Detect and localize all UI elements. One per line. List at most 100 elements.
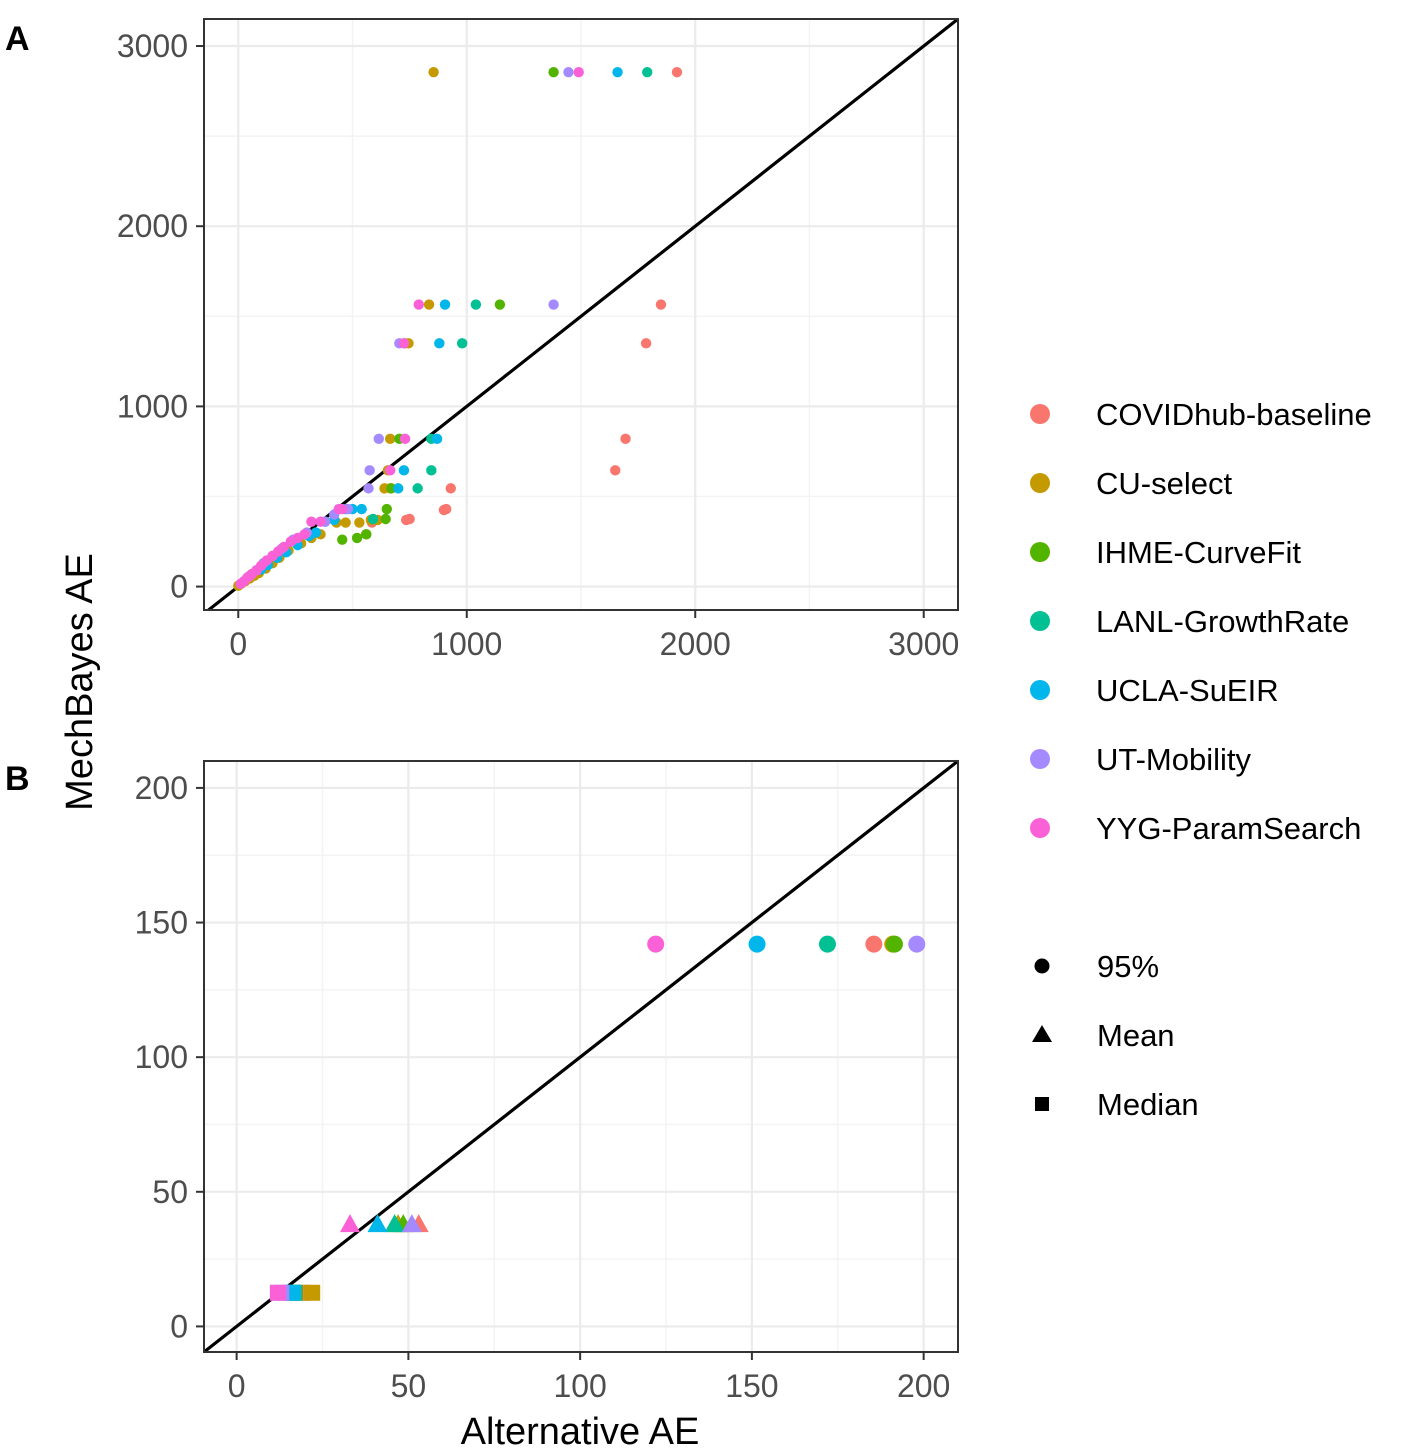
legend-label: Mean	[1097, 1018, 1175, 1053]
data-point	[610, 465, 621, 476]
median-point	[285, 1284, 302, 1301]
data-point	[412, 483, 423, 494]
x-tick-label: 200	[897, 1368, 950, 1404]
legend-label: UT-Mobility	[1096, 742, 1252, 777]
data-point	[385, 433, 396, 445]
data-point	[428, 66, 439, 78]
mean-point	[367, 1214, 388, 1233]
mean-point	[384, 1214, 405, 1233]
p95-point	[647, 935, 665, 953]
data-point	[620, 433, 631, 445]
data-point	[413, 299, 424, 310]
legend-swatch	[1030, 749, 1050, 769]
legend-label: LANL-GrowthRate	[1096, 604, 1349, 639]
p95-point	[818, 935, 836, 953]
legend-label: Median	[1097, 1087, 1199, 1122]
panel-a-x-ticks: 0 1000 2000 3000	[229, 610, 959, 662]
data-point	[393, 483, 404, 494]
x-tick-label: 2000	[660, 626, 731, 662]
panel-b-y-ticks: 0 50 100 150 200	[135, 770, 204, 1344]
x-tick-label: 0	[228, 1368, 246, 1404]
panel-a-border	[203, 18, 959, 611]
panel-b-x-ticks: 0 50 100 150 200	[228, 1352, 950, 1404]
legend-triangle-shape	[1032, 1025, 1052, 1042]
legend-label: UCLA-SuEIR	[1096, 673, 1279, 708]
x-axis-title: Alternative AE	[461, 1411, 700, 1449]
data-point	[423, 299, 435, 310]
data-point	[426, 465, 437, 476]
median-point	[269, 1284, 286, 1301]
data-point	[385, 465, 396, 476]
data-point	[671, 66, 683, 78]
data-point	[380, 513, 391, 525]
legend-label: IHME-CurveFit	[1096, 535, 1301, 570]
x-tick-label: 1000	[431, 626, 502, 662]
panel-b-reference-line	[203, 759, 959, 1354]
data-point	[364, 465, 375, 476]
data-point	[445, 483, 456, 494]
y-axis-title: MechBayes AE	[59, 553, 101, 811]
y-tick-label: 50	[152, 1174, 188, 1210]
legend-swatch	[1030, 680, 1050, 700]
data-point	[548, 66, 559, 78]
legend-circle-shape	[1034, 958, 1050, 974]
legend-swatch	[1030, 404, 1050, 424]
legend-label: CU-select	[1096, 466, 1232, 501]
panel-a-y-ticks: 0 1000 2000 3000	[117, 28, 204, 605]
panel-a: A 0 1000 2000 3000 0 1000 2000 3000	[5, 17, 959, 662]
median-point	[304, 1284, 321, 1301]
legend-swatch	[1030, 818, 1050, 838]
mean-point	[339, 1214, 360, 1233]
color-legend: COVIDhub-baseline CU-select IHME-CurveFit L…	[1030, 397, 1372, 846]
data-point	[354, 517, 365, 528]
x-tick-label: 100	[553, 1368, 606, 1404]
legend-label: 95%	[1097, 949, 1159, 984]
data-point	[356, 503, 367, 515]
data-point	[431, 433, 443, 445]
identity-line	[203, 759, 959, 1354]
data-point	[642, 66, 653, 78]
shape-legend: 95% Mean Median	[1032, 949, 1199, 1122]
panel-b: B 0 50 100 150 200 0 50 100 150 200	[5, 759, 959, 1404]
data-point	[612, 66, 623, 78]
data-point	[398, 338, 410, 349]
data-point	[434, 338, 445, 349]
legend-swatch	[1030, 611, 1050, 631]
y-tick-label: 100	[135, 1039, 188, 1075]
p95-point	[908, 935, 926, 953]
legend-swatch	[1030, 473, 1050, 493]
panel-a-points	[233, 66, 683, 591]
data-point	[351, 532, 363, 544]
mean-point	[401, 1214, 422, 1233]
data-point	[340, 517, 351, 528]
panel-a-label: A	[5, 20, 30, 58]
x-tick-label: 3000	[888, 626, 959, 662]
data-point	[373, 433, 384, 445]
y-tick-label: 0	[170, 1308, 188, 1344]
panel-b-label: B	[5, 760, 30, 798]
y-tick-label: 200	[135, 770, 188, 806]
legend-label: YYG-ParamSearch	[1096, 811, 1361, 846]
y-tick-label: 3000	[117, 28, 188, 64]
p95-point	[865, 935, 883, 953]
y-tick-label: 1000	[117, 388, 188, 424]
data-point	[401, 514, 412, 526]
data-point	[367, 513, 379, 525]
data-point	[399, 433, 411, 445]
data-point	[640, 338, 652, 349]
data-point	[381, 503, 392, 515]
legend-square-shape	[1035, 1097, 1049, 1111]
data-point	[439, 299, 451, 310]
data-point	[306, 516, 317, 527]
data-point	[361, 529, 372, 540]
y-tick-label: 0	[170, 569, 188, 605]
data-point	[235, 578, 246, 590]
data-point	[315, 516, 326, 527]
data-point	[563, 66, 574, 78]
p95-point	[885, 935, 903, 953]
y-tick-label: 150	[135, 905, 188, 941]
data-point	[655, 299, 667, 310]
panel-b-points	[269, 935, 926, 1301]
data-point	[470, 299, 482, 310]
